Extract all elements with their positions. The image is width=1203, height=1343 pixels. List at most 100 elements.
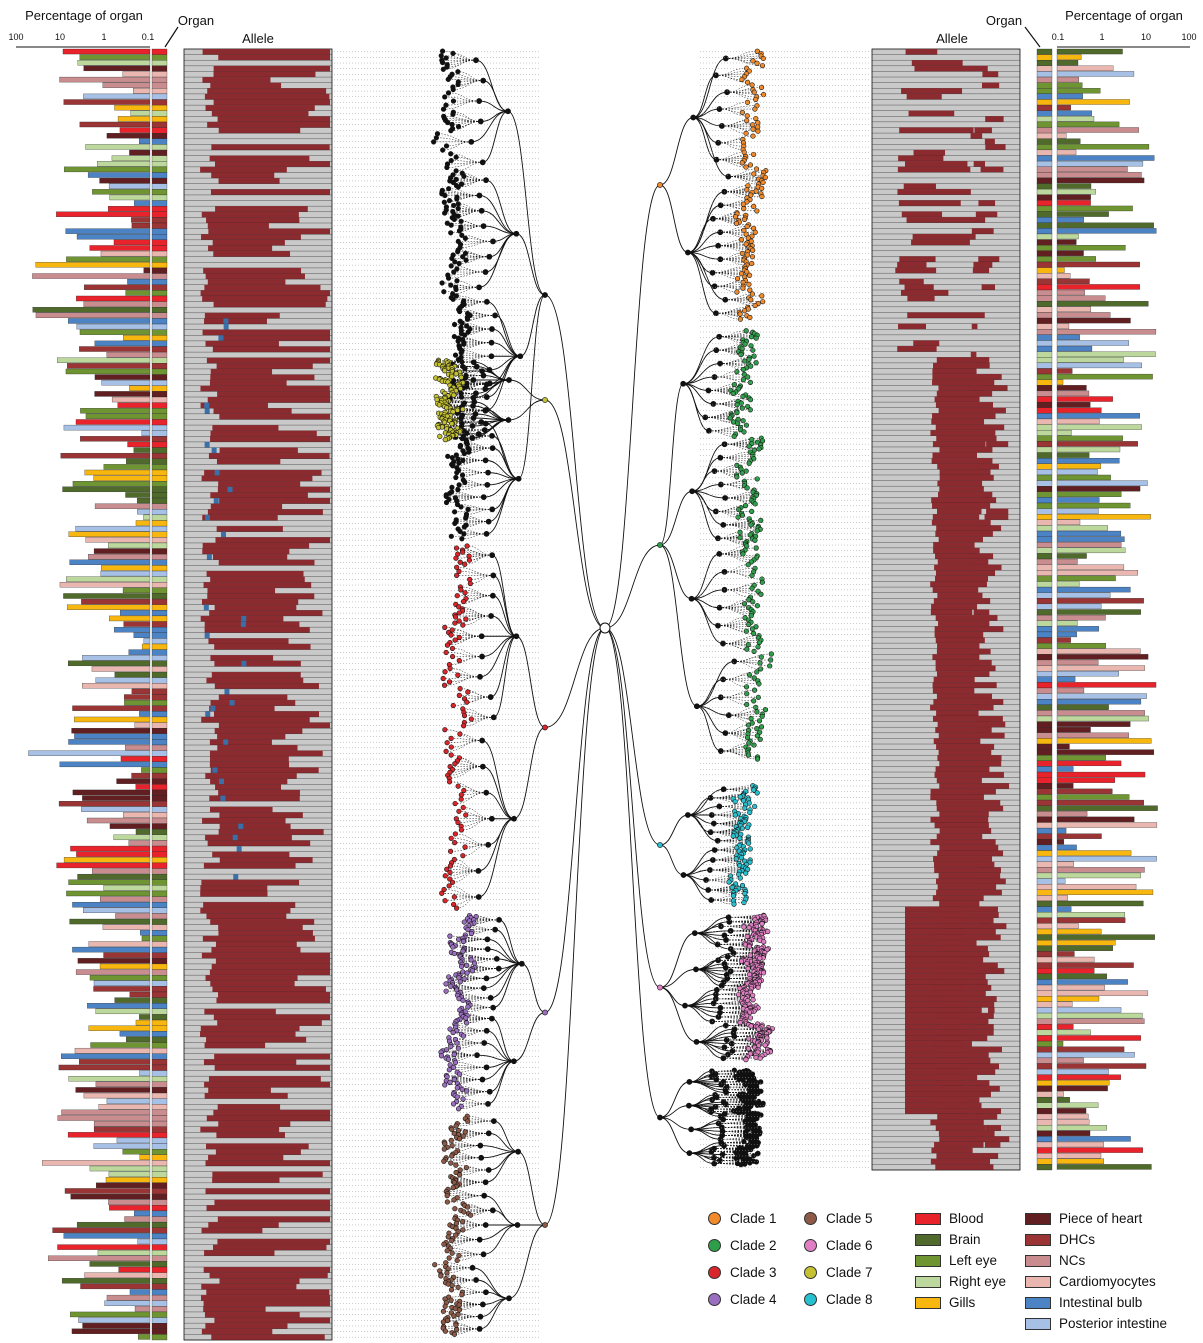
allele-deletion [205,834,292,841]
organ-bar [128,840,151,846]
tree-edge [712,855,737,861]
tree-edge [469,447,493,450]
tree-node [468,1212,474,1218]
tree-node [740,366,746,373]
tree-node [441,289,447,295]
tree-node [445,1056,452,1063]
organ-bar [94,503,151,509]
tree-node [737,311,743,317]
organ-cell [151,363,168,370]
tree-node [734,369,740,375]
allele-deletion [218,829,324,835]
organ-bar [28,750,151,756]
tree-node [449,421,455,427]
tree-node [751,171,757,177]
tree-edge [659,1117,690,1154]
organ-bar [71,1328,151,1334]
tree-edge [696,1041,724,1059]
tree-edge [465,253,490,257]
tree-node [439,280,445,286]
tree-node [720,521,727,528]
tree-node [444,1199,450,1205]
organ-bar [135,829,151,835]
tree-edge [715,994,748,997]
tree-node [455,672,461,678]
organ-cell [151,1064,168,1071]
tree-node [461,713,468,719]
tree-edge [724,568,756,573]
tree-node [711,468,718,474]
allele-deletion [213,1109,330,1116]
tree-edge [457,760,483,767]
tree-edge [713,218,749,226]
organ-bar [89,245,151,251]
organ-bar [143,514,151,521]
tree-edge [723,788,755,790]
tree-edge [465,1017,492,1019]
tree-node [448,222,454,228]
tree-node [451,269,457,275]
tree-node [743,231,749,237]
tree-node [455,487,461,493]
tree-node [713,156,720,163]
tree-edge [725,297,749,300]
tree-node [458,587,464,593]
organ-bar [62,486,151,493]
tree-node [475,431,482,437]
tree-edge [716,348,743,351]
tree-edge [725,724,749,734]
organ-cell [151,1053,168,1060]
tree-edge [720,746,746,752]
tree-node [713,310,719,317]
tree-node [443,499,450,506]
tree-node [738,237,745,243]
tree-edge [719,331,753,337]
organ-bar [139,1070,151,1076]
tree-node [754,48,760,54]
tree-edge [544,627,606,1013]
tree-edge [721,1127,755,1130]
allele-deletion [211,672,301,678]
allele-deletion [219,413,330,420]
tree-node [441,1146,447,1152]
organ-bar [79,346,151,352]
organ-cell [151,1205,168,1212]
tree-edge [438,361,474,363]
tree-node [464,1020,470,1026]
organ-bar [93,986,151,992]
allele-insertion [204,441,210,448]
organ-bar [82,795,151,801]
tree-node [461,787,467,794]
organ-cell [151,918,168,925]
tree-edge [488,1151,519,1171]
allele-insertion [205,711,211,717]
tree-node [715,622,721,629]
tree-edge [718,625,754,634]
tree-node [755,694,761,700]
allele-deletion [200,885,268,891]
tree-node [448,1287,455,1293]
tree-edge [722,642,760,644]
tree-edge [719,336,743,340]
organ-cell [151,458,168,465]
tree-node [449,1250,455,1256]
allele-deletion [202,49,330,55]
tree-edge [444,676,481,686]
tree-node [734,276,741,282]
organ-bar [89,1261,151,1267]
tree-node [751,89,757,95]
tree-edge [687,218,714,253]
tree-edge [458,1103,488,1110]
organ-cell [151,739,168,746]
tree-edge [437,133,472,143]
tree-node [752,302,758,309]
tree-edge [498,919,522,965]
tree-node [458,350,464,356]
tree-edge [454,1054,478,1061]
tree-node [481,427,488,433]
tree-node [542,397,548,403]
tree-edge [720,689,755,698]
organ-cell [151,565,168,572]
tree-node [511,815,517,822]
tree-node [505,108,511,115]
